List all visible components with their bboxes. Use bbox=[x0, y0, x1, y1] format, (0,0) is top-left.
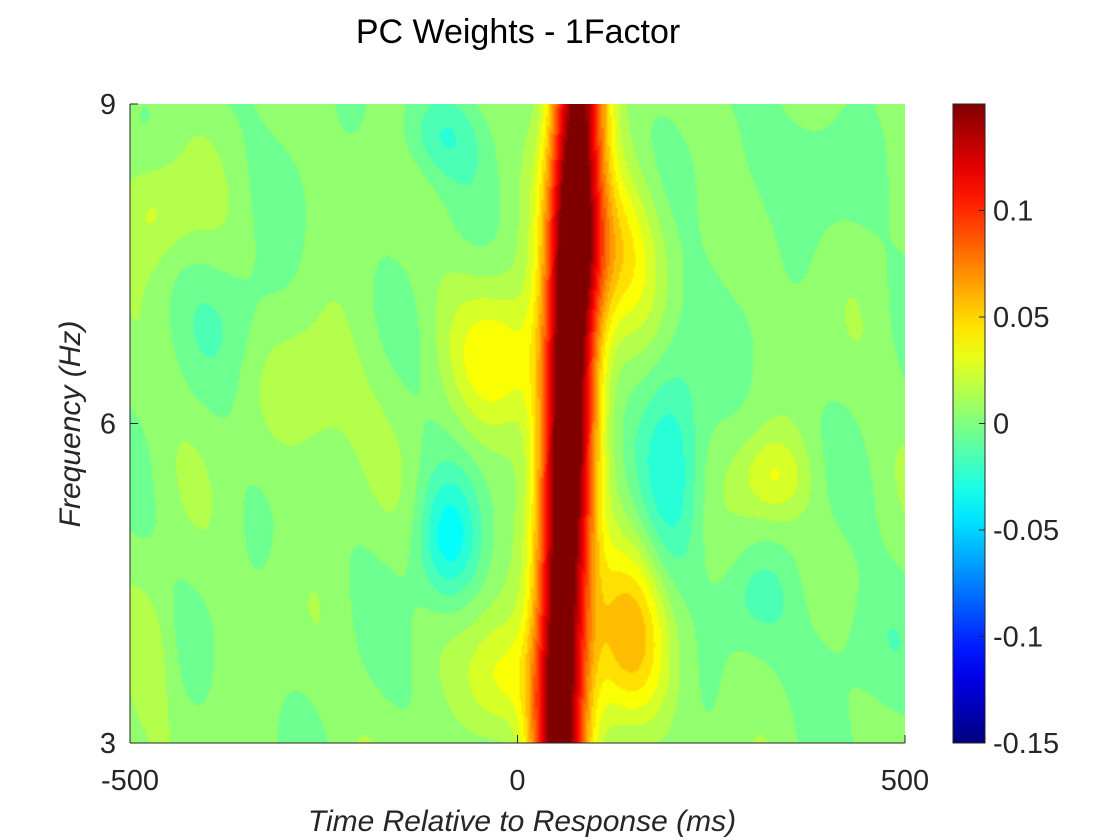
colorbar-tick-label: 0 bbox=[993, 409, 1009, 441]
colorbar-tick-label: -0.05 bbox=[993, 515, 1059, 547]
chart-title: PC Weights - 1Factor bbox=[356, 13, 680, 51]
y-tick-label: 6 bbox=[100, 409, 116, 441]
y-tick-label: 9 bbox=[100, 89, 116, 121]
x-axis-ticks: -500 0 500 bbox=[101, 735, 929, 797]
x-tick-label: 0 bbox=[509, 765, 525, 797]
y-axis-ticks: 3 6 9 bbox=[100, 89, 138, 760]
y-tick-label: 3 bbox=[100, 728, 116, 760]
colorbar-tick-label: 0.1 bbox=[993, 196, 1033, 228]
x-tick-label: 500 bbox=[881, 765, 929, 797]
x-tick-label: -500 bbox=[101, 765, 159, 797]
heatmap-image bbox=[130, 104, 905, 743]
colorbar-tick-label: -0.15 bbox=[993, 728, 1059, 760]
y-axis-label: Frequency (Hz) bbox=[54, 321, 87, 528]
colorbar-tick-label: 0.05 bbox=[993, 302, 1049, 334]
colorbar: -0.15 -0.1 -0.05 0 0.05 0.1 bbox=[952, 103, 1059, 760]
colorbar-ticks: -0.15 -0.1 -0.05 0 0.05 0.1 bbox=[979, 196, 1059, 760]
x-axis-label: Time Relative to Response (ms) bbox=[308, 805, 736, 838]
colorbar-tick-label: -0.1 bbox=[993, 622, 1043, 654]
plot-area bbox=[129, 104, 905, 744]
